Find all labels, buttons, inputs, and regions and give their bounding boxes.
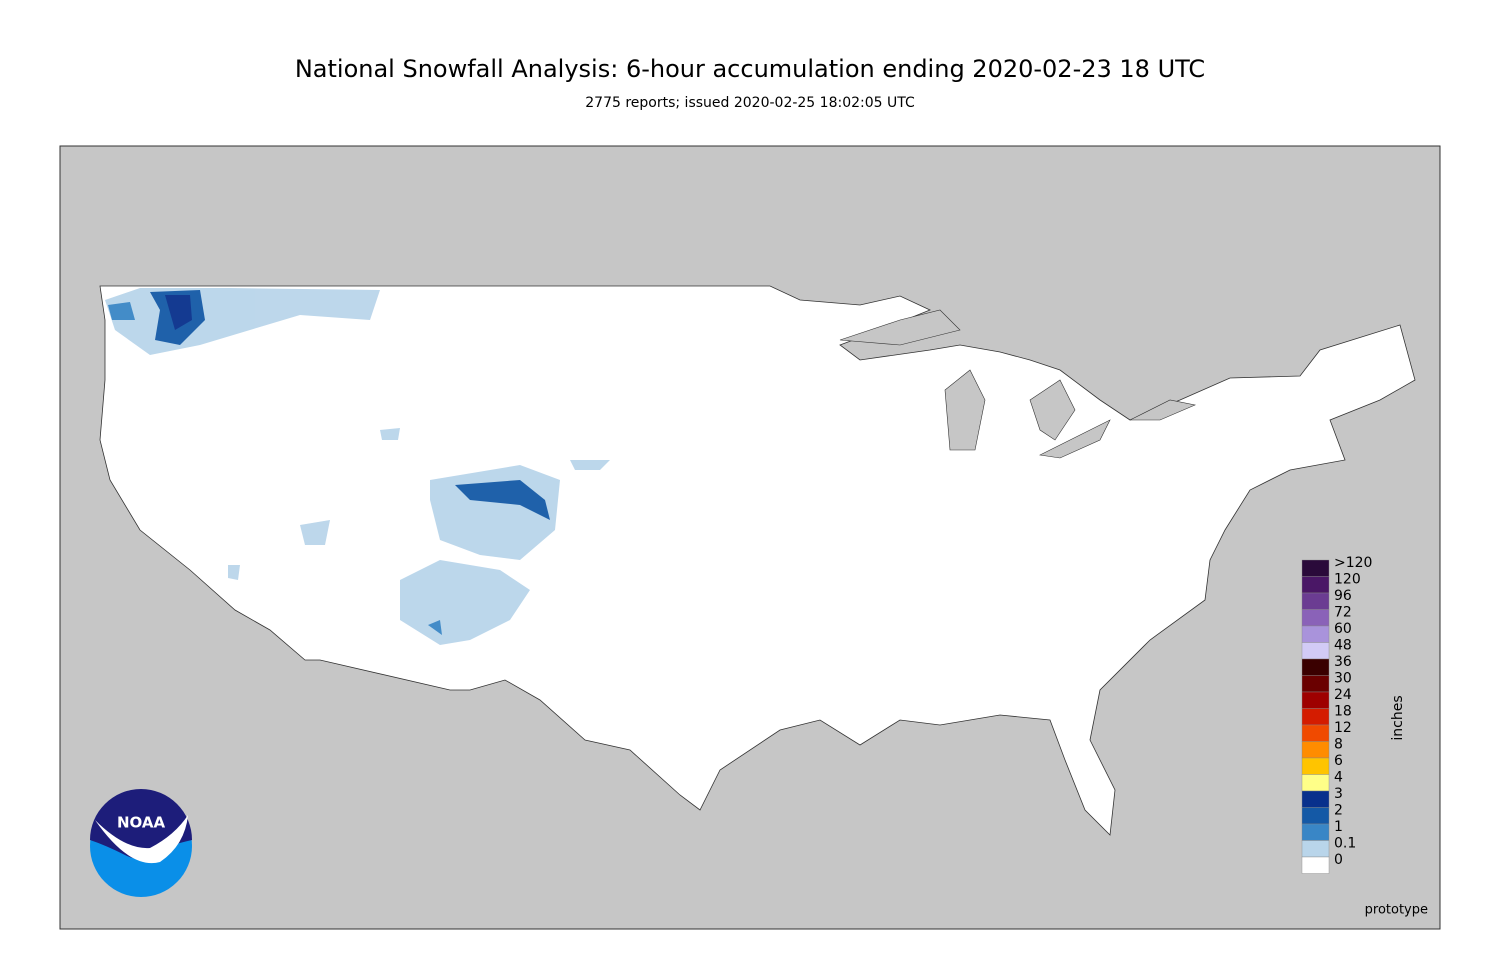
legend-label: 8 (1334, 737, 1343, 753)
legend-label: 30 (1334, 671, 1352, 687)
legend-label: 4 (1334, 770, 1343, 786)
legend-label: 0.1 (1334, 836, 1356, 852)
prototype-note: prototype (1365, 903, 1428, 918)
legend-label: 60 (1334, 621, 1352, 637)
legend-swatch (1301, 642, 1330, 660)
legend-label: 2 (1334, 803, 1343, 819)
legend-swatch (1301, 592, 1330, 610)
legend-label: 120 (1334, 572, 1361, 588)
legend-label: 96 (1334, 588, 1352, 604)
legend-swatch (1301, 609, 1330, 627)
legend-label: 6 (1334, 753, 1343, 769)
legend-swatch (1301, 724, 1330, 742)
legend-label: 36 (1334, 654, 1352, 670)
noaa-logo: NOAA (90, 789, 192, 897)
legend-swatch (1301, 757, 1330, 775)
legend-label: 3 (1334, 786, 1343, 802)
legend-swatch (1301, 675, 1330, 693)
legend-label: 24 (1334, 687, 1352, 703)
legend-swatch (1301, 840, 1330, 858)
legend-swatch (1301, 625, 1330, 643)
legend-label: 48 (1334, 638, 1352, 654)
legend-unit: inches (1390, 695, 1406, 740)
legend-swatch (1301, 823, 1330, 841)
legend-label: 72 (1334, 605, 1352, 621)
legend-label: 1 (1334, 819, 1343, 835)
map-area (59, 145, 1441, 930)
legend-swatch (1301, 708, 1330, 726)
legend-swatch (1301, 691, 1330, 709)
title: National Snowfall Analysis: 6-hour accum… (295, 55, 1205, 83)
legend-label: 18 (1334, 704, 1352, 720)
legend-label: 0 (1334, 852, 1343, 868)
logo-text: NOAA (117, 814, 166, 832)
snowfall-areas (105, 288, 610, 645)
subtitle: 2775 reports; issued 2020-02-25 18:02:05… (585, 95, 915, 111)
legend-swatch (1301, 559, 1330, 577)
legend-swatch (1301, 774, 1330, 792)
legend-label: 12 (1334, 720, 1352, 736)
legend-swatch (1301, 807, 1330, 825)
legend-swatch (1301, 576, 1330, 594)
legend-swatch (1301, 741, 1330, 759)
legend-swatch (1301, 658, 1330, 676)
legend-label: >120 (1334, 555, 1372, 571)
legend-swatch (1301, 790, 1330, 808)
legend-swatch (1301, 856, 1330, 874)
